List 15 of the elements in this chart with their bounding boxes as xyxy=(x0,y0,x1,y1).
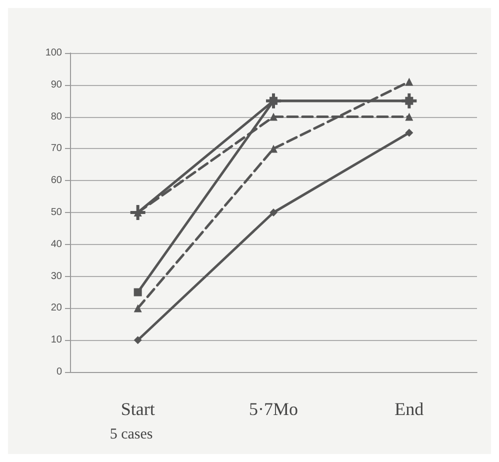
y-tick-label: 100 xyxy=(45,48,62,58)
text: 5 cases xyxy=(110,426,153,442)
y-tick-label: 50 xyxy=(50,207,62,218)
y-tick-label: 80 xyxy=(50,111,62,122)
y-tick-label: 30 xyxy=(50,270,62,282)
y-tick-label: 10 xyxy=(50,334,62,346)
x-tick-label: 5·7Mo xyxy=(249,399,298,419)
y-tick-label: 70 xyxy=(50,143,62,154)
y-tick-label: 40 xyxy=(50,238,62,250)
x-tick-label: End xyxy=(394,399,424,419)
y-tick-label: 60 xyxy=(50,175,62,186)
y-tick-label: 90 xyxy=(50,79,62,90)
y-tick-label: 0 xyxy=(56,366,62,378)
y-tick-label: 20 xyxy=(50,302,62,314)
x-tick-label: Start xyxy=(120,399,155,419)
